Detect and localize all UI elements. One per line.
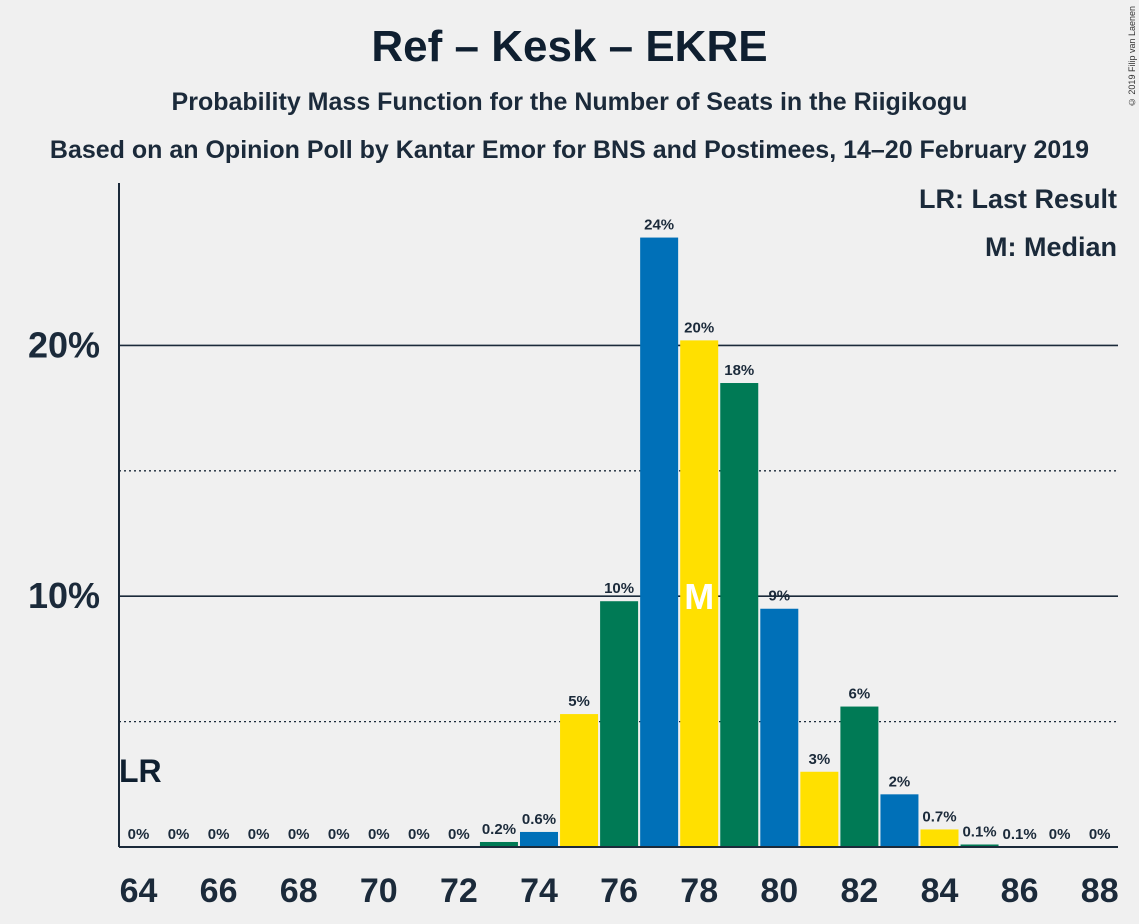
x-tick-label: 72 [440, 872, 478, 910]
x-tick-label: 80 [760, 872, 798, 910]
bar-value-label: 0.1% [1002, 826, 1036, 843]
x-tick-label: 70 [360, 872, 398, 910]
bar-value-label: 2% [889, 773, 911, 790]
bar-seat-85 [960, 844, 999, 847]
bar-value-label: 3% [809, 751, 831, 768]
bar-seat-73 [479, 841, 518, 847]
x-tick-label: 86 [1001, 872, 1039, 910]
bar-value-label: 0% [1049, 826, 1071, 843]
bar-seat-83 [880, 794, 919, 847]
legend-last-result: LR: Last Result [918, 184, 1117, 214]
bar-seat-81 [800, 771, 839, 847]
bar-seat-77 [640, 237, 679, 847]
bar-value-label: 0.2% [482, 821, 516, 838]
x-tick-label: 74 [520, 872, 558, 910]
x-tick-label: 64 [120, 872, 158, 910]
bar-seat-84 [920, 829, 959, 847]
y-tick-label: 10% [28, 575, 100, 616]
bar-value-label: 6% [849, 686, 871, 703]
bar-value-label: 0% [208, 826, 230, 843]
bar-value-label: 0% [448, 826, 470, 843]
bar-seat-82 [840, 706, 879, 847]
legend-median: M: Median [985, 232, 1117, 262]
x-tick-label: 82 [840, 872, 878, 910]
bar-value-label: 18% [724, 362, 754, 379]
bar-value-label: 0% [368, 826, 390, 843]
bar-value-label: 0% [248, 826, 270, 843]
bar-value-label: 0.1% [962, 823, 996, 840]
x-tick-label: 84 [921, 872, 959, 910]
bar-value-label: 10% [604, 580, 634, 597]
x-tick-label: 76 [600, 872, 638, 910]
bar-seat-76 [600, 601, 639, 847]
bar-value-label: 0% [168, 826, 190, 843]
x-tick-label: 88 [1081, 872, 1119, 910]
chart-title: Ref – Kesk – EKRE [371, 22, 768, 71]
y-tick-label: 20% [28, 324, 100, 365]
bar-value-label: 0% [128, 826, 150, 843]
bar-value-label: 0% [408, 826, 430, 843]
last-result-marker: LR [119, 753, 162, 789]
bar-seat-74 [520, 831, 558, 847]
bar-value-label: 0.6% [522, 811, 556, 828]
x-tick-label: 68 [280, 872, 318, 910]
x-tick-label: 66 [200, 872, 238, 910]
bar-seat-80 [760, 608, 799, 847]
bar-value-label: 5% [568, 693, 590, 710]
bar-value-label: 0% [288, 826, 310, 843]
bar-value-label: 0% [1089, 826, 1111, 843]
chart-source-line: Based on an Opinion Poll by Kantar Emor … [49, 136, 1090, 164]
bar-value-label: 24% [644, 217, 674, 234]
bar-value-label: 0.7% [922, 808, 956, 825]
bar-value-label: 9% [768, 588, 790, 605]
bar-seat-79 [720, 383, 759, 847]
bar-seat-75 [560, 714, 599, 847]
bar-seat-78 [680, 340, 719, 847]
x-tick-label: 78 [680, 872, 718, 910]
bar-value-label: 20% [684, 319, 714, 336]
chart-subtitle: Probability Mass Function for the Number… [171, 88, 968, 116]
bar-value-label: 0% [328, 826, 350, 843]
median-marker: M [684, 576, 714, 617]
